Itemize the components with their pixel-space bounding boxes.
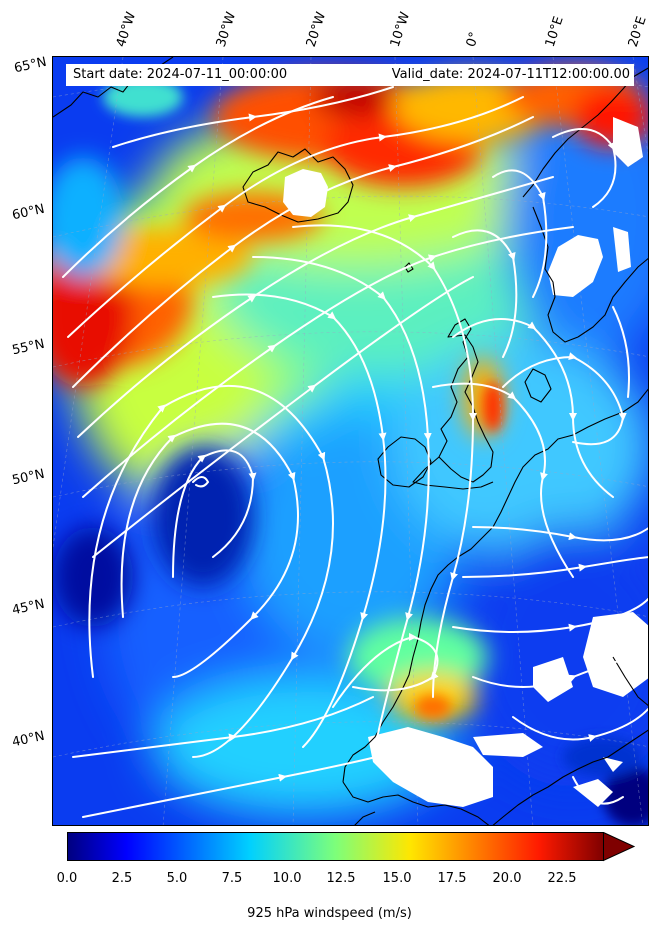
streamline — [452, 229, 518, 358]
streamline — [502, 352, 627, 446]
colorbar-gradient — [67, 832, 604, 861]
lon-label-20e: 20°E — [625, 14, 650, 50]
lat-label-50n: 50°N — [10, 466, 46, 489]
colorbar-tick: 20.0 — [492, 871, 522, 886]
coastline-iberia — [342, 781, 490, 825]
lon-label-0: 0° — [463, 30, 483, 49]
streamline — [432, 382, 574, 578]
coastline-north-africa — [354, 811, 376, 825]
colorbar-tick: 22.5 — [547, 871, 577, 886]
start-date-label: Start date: 2024-07-11_00:00:00 — [73, 67, 288, 82]
lat-label-45n: 45°N — [10, 596, 46, 619]
streamline — [72, 696, 374, 758]
coastline-italy — [612, 656, 648, 707]
streamline — [472, 656, 644, 688]
streamlines — [62, 86, 648, 818]
streamline — [332, 632, 439, 708]
colorbar-tick: 7.5 — [221, 871, 243, 886]
streamline — [512, 707, 648, 742]
streamline — [88, 384, 334, 758]
streamline — [552, 128, 617, 208]
lon-label-30w: 30°W — [213, 10, 240, 49]
streamline — [112, 86, 394, 148]
streamline — [472, 526, 648, 542]
colorbar-tick: 10.0 — [272, 871, 302, 886]
streamline — [462, 556, 648, 578]
colorbar-tick: 15.0 — [382, 871, 412, 886]
colorbar-tick: 2.5 — [111, 871, 133, 886]
streamline — [82, 746, 414, 818]
colorbar-tick: 12.5 — [326, 871, 356, 886]
streamline — [292, 224, 477, 698]
streamline — [612, 306, 630, 398]
lon-label-10w: 10°W — [387, 10, 414, 49]
streamline — [452, 318, 614, 498]
colorbar-label: 925 hPa windspeed (m/s) — [247, 906, 412, 921]
streamline — [492, 169, 548, 298]
masked-terrain — [283, 117, 648, 807]
valid-date-label: Valid_date: 2024-07-11T12:00:00.00 — [391, 67, 630, 82]
coastline-mediterranean — [492, 729, 648, 825]
streamline — [67, 96, 524, 338]
streamline — [192, 476, 210, 488]
lon-label-40w: 40°W — [113, 10, 140, 49]
wind-map — [52, 56, 649, 826]
streamline — [572, 776, 624, 805]
streamline — [77, 176, 554, 438]
colorbar-tick: 17.5 — [437, 871, 467, 886]
date-header: Start date: 2024-07-11_00:00:00 Valid_da… — [66, 64, 634, 86]
lat-label-65n: 65°N — [12, 54, 48, 77]
colorbar-tick: 0.0 — [56, 871, 78, 886]
colorbar-extend-arrow — [603, 832, 636, 862]
lon-label-20w: 20°W — [303, 10, 330, 49]
wind-map-canvas — [53, 57, 648, 825]
streamline — [452, 597, 648, 633]
lon-label-10e: 10°E — [542, 14, 567, 50]
lat-label-40n: 40°N — [10, 728, 46, 751]
colorbar-tick: 5.0 — [166, 871, 188, 886]
lat-label-55n: 55°N — [10, 336, 46, 359]
coastline-sweden — [577, 257, 648, 338]
colorbar — [67, 832, 636, 862]
lat-label-60n: 60°N — [10, 201, 46, 224]
